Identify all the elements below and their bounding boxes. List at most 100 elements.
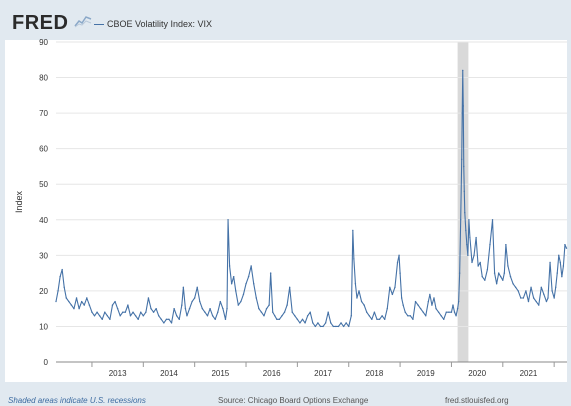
- data-point: [466, 243, 468, 246]
- data-point: [473, 254, 475, 257]
- data-point: [491, 219, 494, 221]
- data-point: [564, 243, 566, 246]
- data-point: [204, 311, 206, 313]
- data-point: [484, 279, 486, 281]
- data-point: [456, 307, 459, 310]
- data-point: [342, 325, 345, 328]
- data-point: [400, 297, 403, 299]
- data-point: [455, 315, 457, 317]
- data-point: [219, 300, 222, 303]
- data-point: [299, 322, 301, 324]
- data-point: [412, 318, 414, 321]
- data-point: [345, 322, 347, 324]
- data-point: [263, 315, 265, 317]
- data-point: [276, 318, 278, 321]
- data-point: [173, 307, 175, 310]
- data-point: [235, 290, 237, 292]
- data-point: [512, 283, 514, 285]
- data-point: [514, 286, 517, 289]
- data-point: [93, 315, 96, 317]
- data-point: [497, 272, 500, 274]
- data-point: [540, 286, 543, 289]
- data-point: [419, 307, 422, 310]
- data-point: [509, 275, 512, 278]
- data-point: [309, 311, 311, 313]
- data-point: [155, 307, 157, 310]
- data-point: [116, 307, 119, 310]
- data-point: [227, 219, 229, 221]
- data-point: [398, 254, 400, 257]
- data-point: [394, 286, 396, 289]
- data-point: [373, 311, 376, 313]
- fred-logo[interactable]: FRED: [12, 12, 69, 34]
- data-point: [132, 311, 134, 313]
- data-point: [389, 286, 391, 289]
- data-point: [363, 304, 365, 306]
- data-point: [281, 315, 283, 317]
- data-point: [291, 311, 293, 313]
- data-point: [545, 300, 548, 303]
- data-point: [314, 325, 317, 328]
- data-point: [247, 275, 250, 278]
- data-point: [137, 318, 139, 321]
- data-point: [522, 297, 525, 299]
- data-point: [184, 307, 187, 310]
- data-point: [489, 243, 491, 246]
- data-point: [211, 315, 214, 317]
- data-point: [106, 315, 109, 317]
- site-url[interactable]: fred.stlouisfed.org: [445, 396, 509, 405]
- data-point: [453, 311, 456, 313]
- data-point: [152, 311, 155, 313]
- fred-logo-graph-icon: [74, 16, 92, 28]
- data-point: [535, 300, 537, 303]
- data-point: [191, 300, 193, 303]
- data-point: [407, 315, 409, 317]
- data-point: [543, 293, 545, 296]
- x-tick-label: 2015: [211, 369, 229, 378]
- data-point: [296, 318, 299, 321]
- data-point: [101, 318, 103, 321]
- data-point: [463, 165, 465, 168]
- data-point: [452, 304, 454, 306]
- x-tick-label: 2017: [314, 369, 332, 378]
- x-tick-label: 2014: [160, 369, 178, 378]
- data-point: [196, 286, 198, 289]
- data-point: [486, 268, 489, 271]
- data-point: [286, 304, 288, 306]
- data-point: [83, 304, 85, 306]
- plot-area[interactable]: [5, 40, 567, 382]
- data-point: [383, 318, 386, 321]
- data-point: [206, 315, 209, 317]
- data-point: [502, 279, 504, 281]
- data-point: [360, 300, 363, 303]
- data-point: [463, 190, 465, 193]
- data-point: [517, 290, 519, 292]
- data-point: [73, 307, 75, 310]
- data-point: [551, 290, 553, 292]
- data-point: [391, 293, 394, 296]
- data-point: [78, 307, 80, 310]
- x-tick-label: 2021: [520, 369, 538, 378]
- data-point: [558, 254, 560, 257]
- data-point: [124, 311, 127, 313]
- chart-header: FRED CBOE Volatility Index: VIX: [0, 0, 571, 40]
- data-point: [301, 318, 304, 321]
- data-point: [269, 272, 272, 274]
- y-tick-label: 30: [39, 251, 48, 260]
- y-tick-label: 60: [39, 145, 48, 154]
- data-point: [479, 261, 481, 264]
- data-point: [559, 261, 562, 264]
- data-point: [75, 297, 78, 299]
- data-point: [63, 286, 65, 289]
- data-point: [371, 318, 373, 321]
- data-point: [59, 275, 61, 278]
- data-point: [230, 283, 233, 285]
- data-point: [306, 315, 309, 317]
- data-point: [224, 318, 227, 321]
- data-point: [477, 265, 479, 267]
- data-point: [402, 304, 404, 306]
- data-point: [140, 311, 142, 313]
- data-point: [68, 300, 70, 303]
- data-point: [91, 311, 93, 313]
